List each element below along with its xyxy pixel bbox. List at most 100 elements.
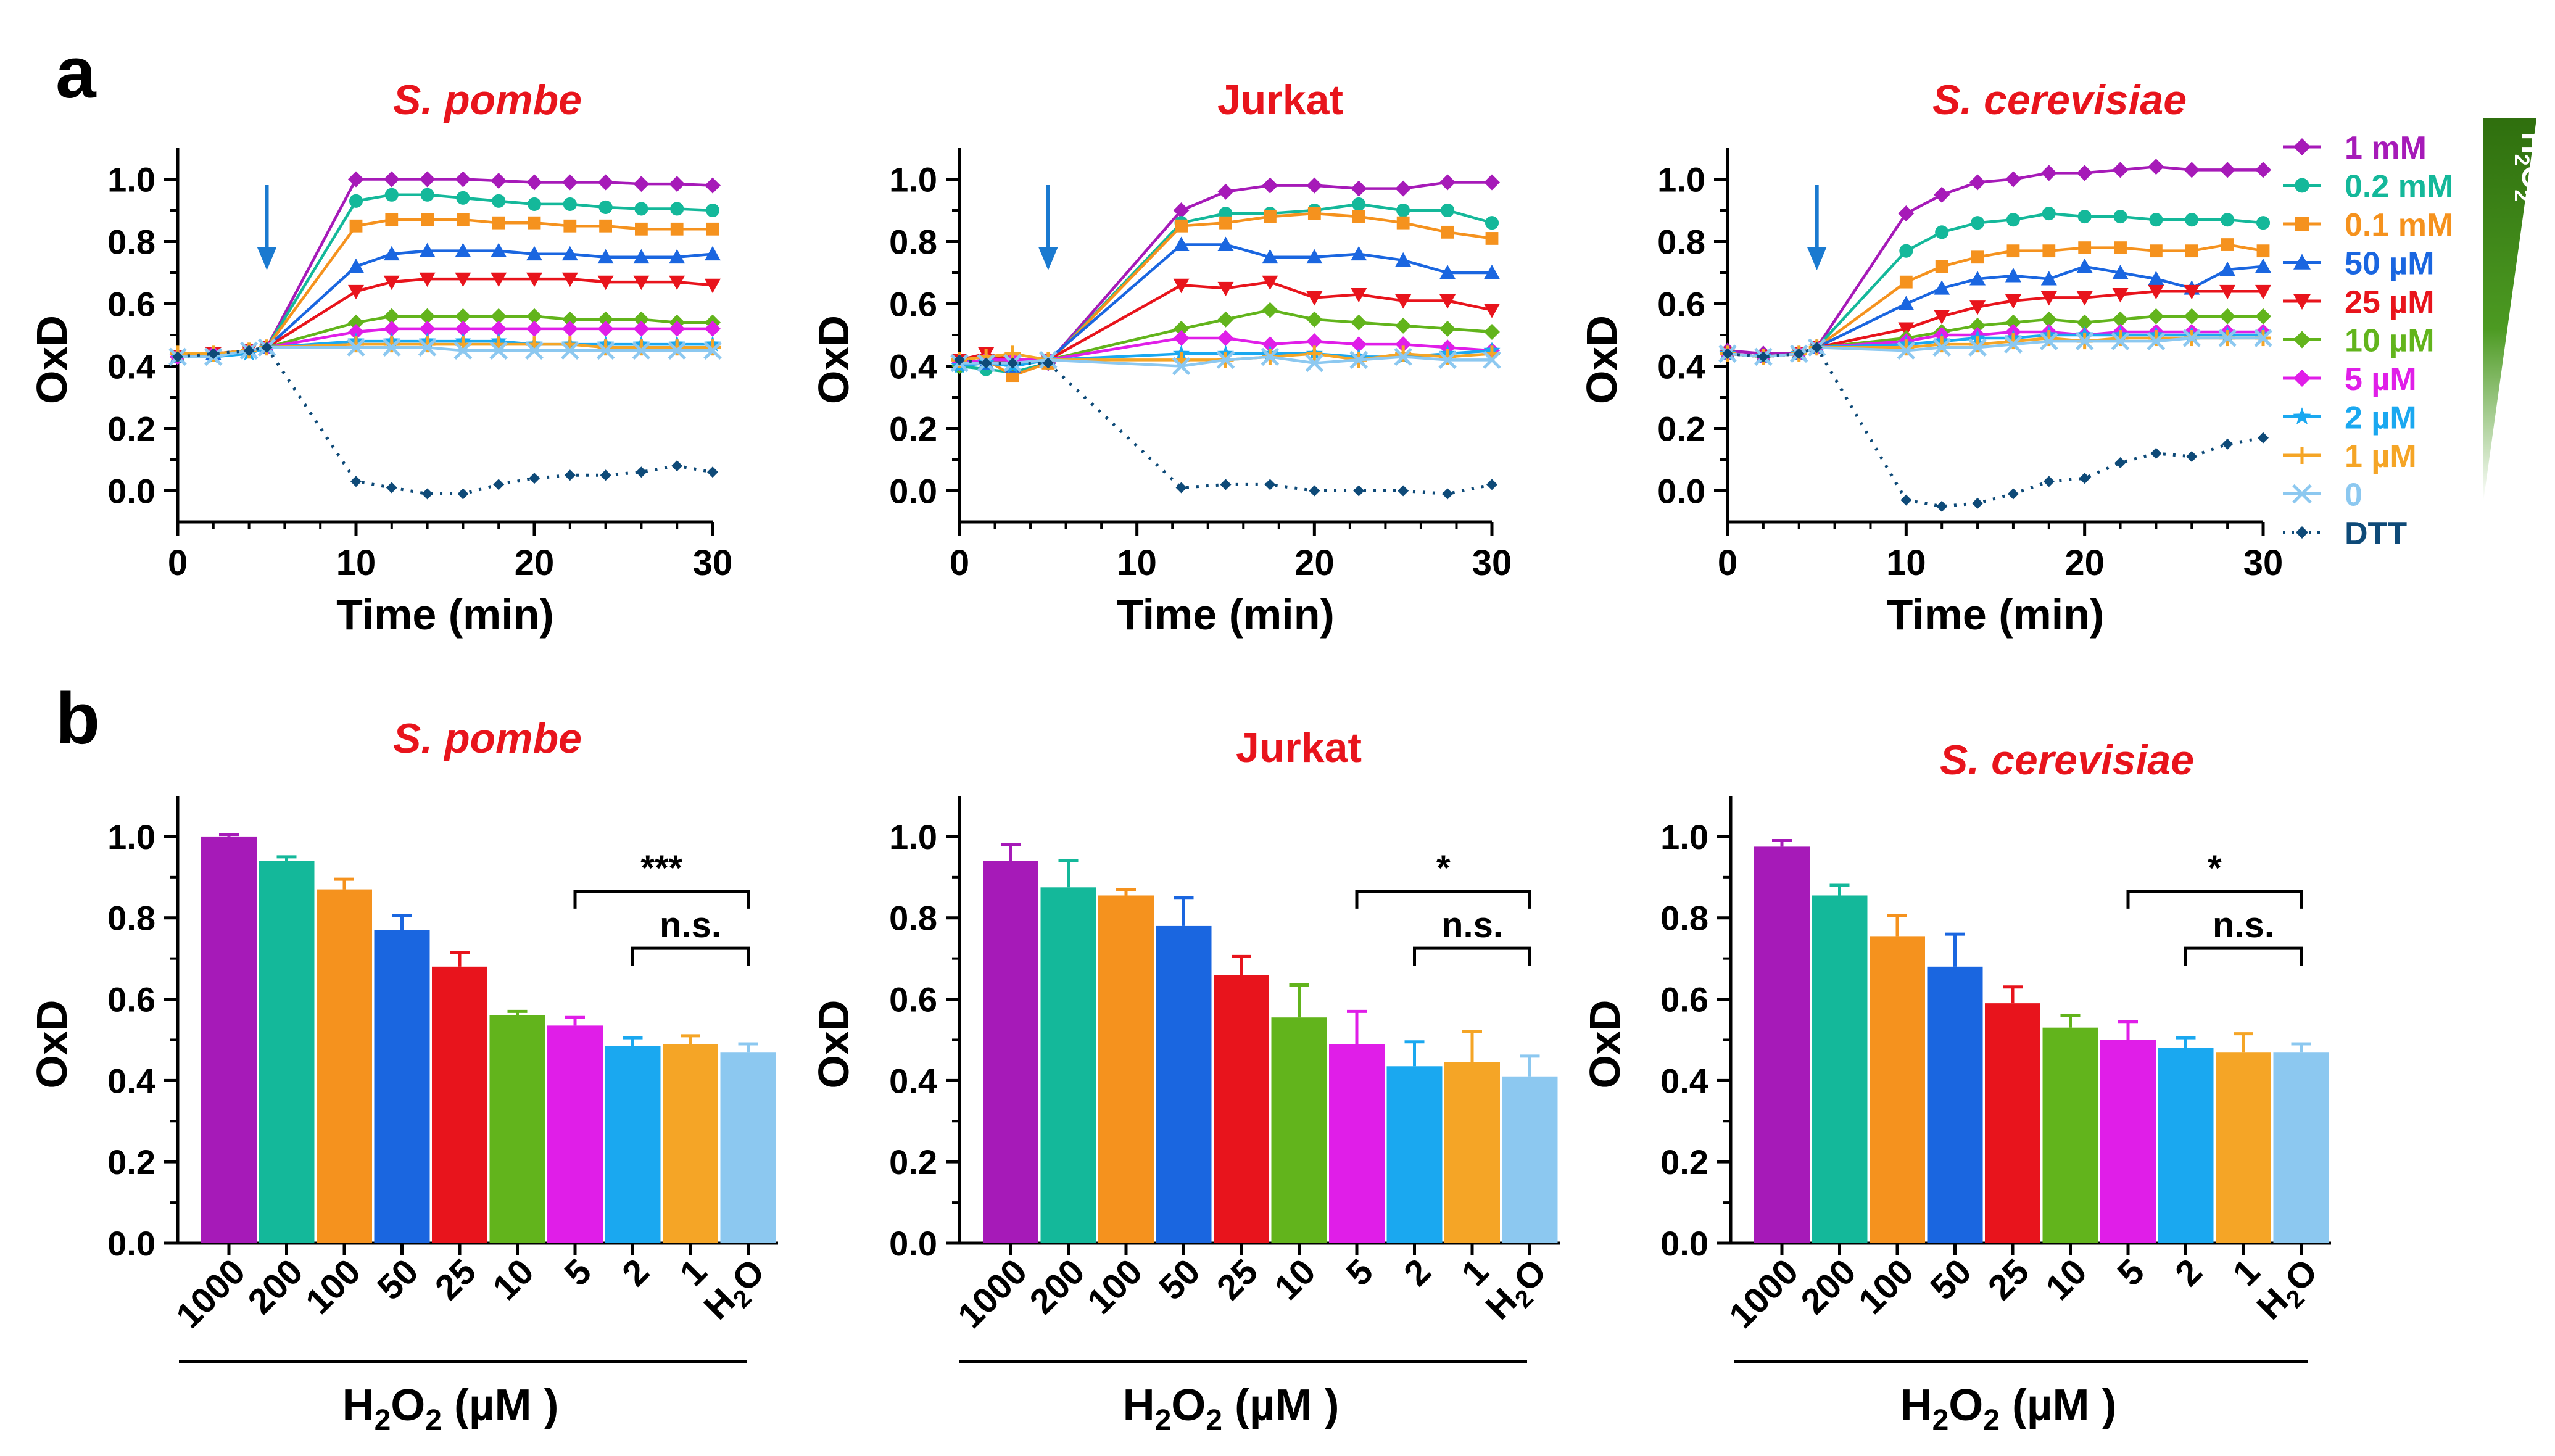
marker-shape	[563, 197, 577, 211]
data-point	[456, 191, 470, 205]
marker-shape	[348, 258, 364, 273]
data-point	[1396, 203, 1410, 218]
data-point	[670, 202, 684, 216]
marker-shape	[1968, 338, 1987, 357]
data-point	[1306, 177, 1323, 194]
data-point	[348, 284, 364, 300]
data-point	[705, 203, 720, 218]
significance-bracket: n.s.	[631, 905, 750, 966]
marker-shape	[1351, 246, 1367, 261]
x-axis-label: H2O2 (µM )	[342, 1381, 559, 1437]
bar-rect	[489, 1015, 545, 1243]
marker-shape	[597, 275, 614, 291]
data-point	[419, 171, 436, 188]
marker-shape	[633, 311, 650, 328]
marker-shape	[1175, 219, 1188, 233]
bar-50: 50	[1151, 896, 1212, 1308]
data-point	[2219, 162, 2236, 178]
data-point	[1971, 250, 1984, 264]
data-point	[1439, 265, 1456, 279]
marker-shape	[1969, 174, 1986, 191]
marker-shape	[2113, 210, 2127, 224]
marker-shape	[669, 320, 685, 337]
data-point	[954, 354, 965, 366]
category-label: 100	[1851, 1251, 1921, 1322]
category-label: 200	[1022, 1251, 1092, 1322]
marker-shape	[1898, 205, 1915, 222]
marker-shape	[1173, 236, 1190, 251]
data-point	[2148, 159, 2164, 175]
marker-shape	[2293, 254, 2311, 270]
data-point	[1969, 300, 1986, 315]
data-point	[1484, 265, 1500, 279]
marker-shape	[633, 176, 650, 192]
data-point	[2112, 330, 2129, 347]
data-point	[2005, 314, 2021, 331]
marker-shape	[457, 488, 469, 500]
data-point	[563, 219, 577, 233]
marker-shape	[1217, 281, 1234, 297]
marker-shape	[383, 338, 401, 357]
y-tick-label: 0.4	[1657, 347, 1705, 386]
marker-shape	[1262, 275, 1278, 291]
bar-1: 1	[663, 1034, 718, 1294]
panel-label-b: b	[56, 678, 100, 759]
data-point	[2149, 213, 2163, 227]
bracket-line	[631, 946, 750, 966]
marker-shape	[2042, 244, 2056, 258]
marker-shape	[1175, 482, 1187, 494]
data-point	[671, 460, 683, 472]
data-point	[669, 339, 685, 356]
marker-shape	[386, 482, 397, 494]
category-label: H2O	[696, 1251, 776, 1331]
data-point	[457, 488, 469, 500]
data-point	[261, 342, 273, 354]
marker-shape	[2147, 332, 2166, 350]
y-tick-label: 0.8	[1660, 899, 1708, 938]
data-point	[1439, 349, 1456, 365]
marker-shape	[1306, 311, 1323, 328]
marker-shape	[1173, 330, 1190, 347]
data-point	[1305, 354, 1324, 373]
series-line	[1727, 345, 2264, 508]
marker-shape	[1173, 202, 1190, 218]
marker-shape	[563, 219, 577, 233]
data-point	[2256, 216, 2271, 230]
chart-title: Jurkat	[1217, 77, 1343, 123]
significance-bracket: *	[2126, 848, 2303, 909]
x-tick-label: 0	[1718, 543, 1737, 583]
legend-item-1mM: 1 mM	[2283, 130, 2427, 166]
marker-shape	[527, 197, 542, 211]
marker-shape	[1935, 260, 1948, 273]
marker-shape	[1306, 177, 1323, 194]
marker-shape	[561, 272, 578, 287]
bar-rect	[663, 1044, 718, 1243]
data-point	[421, 213, 434, 226]
marker-shape	[348, 323, 364, 340]
data-point	[1441, 225, 1454, 239]
marker-shape	[2078, 241, 2092, 254]
marker-shape	[2221, 213, 2235, 227]
data-point	[383, 320, 400, 337]
marker-shape	[2295, 178, 2309, 193]
marker-shape	[1042, 357, 1054, 369]
data-point	[597, 174, 614, 191]
data-point	[633, 176, 650, 192]
y-tick-label: 0.4	[889, 1061, 937, 1100]
marker-shape	[1396, 216, 1410, 230]
marker-shape	[705, 278, 721, 294]
data-point	[526, 174, 542, 191]
data-point	[384, 188, 399, 202]
data-point	[2076, 291, 2093, 306]
data-point	[455, 242, 471, 258]
bracket-line	[1413, 946, 1531, 966]
data-point	[1811, 342, 1823, 354]
marker-shape	[1262, 177, 1278, 194]
x-tick-label: 20	[515, 543, 555, 583]
data-point	[2040, 291, 2057, 306]
data-point	[1309, 485, 1320, 497]
x-axis-label: Time (min)	[1887, 590, 2105, 639]
marker-shape	[2293, 370, 2311, 387]
data-point	[2079, 473, 2090, 484]
